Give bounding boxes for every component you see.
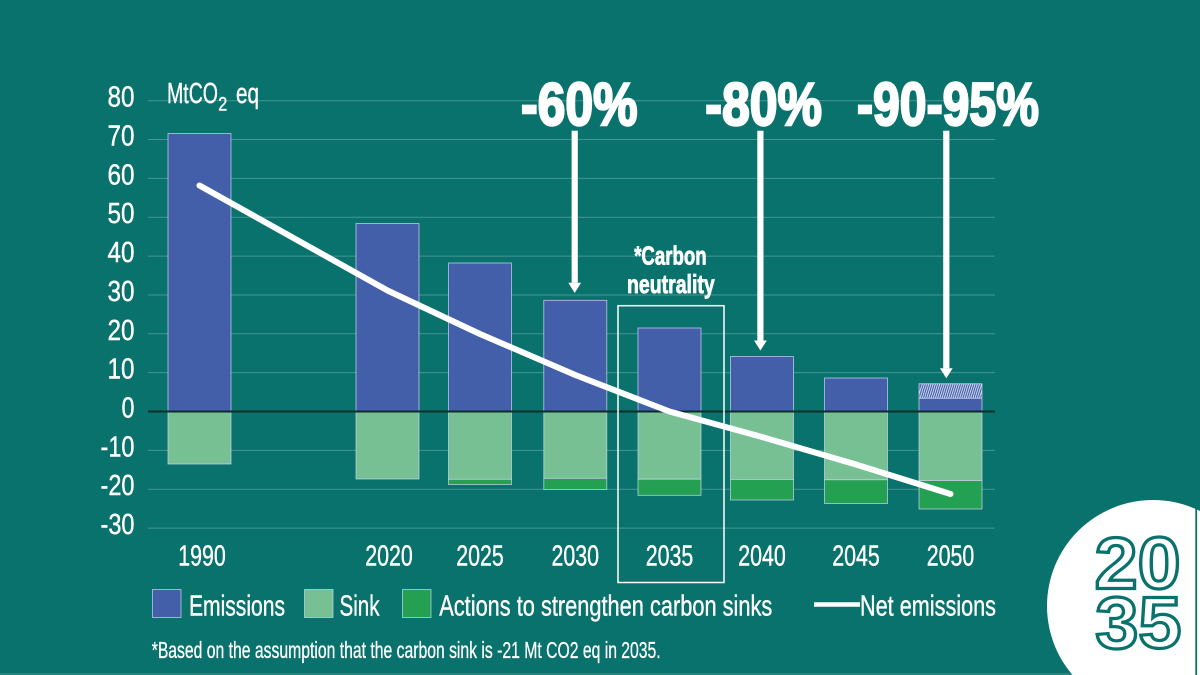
svg-text:70: 70 [108,121,135,153]
svg-text:30: 30 [108,276,135,308]
svg-text:20: 20 [1095,524,1181,605]
svg-text:0: 0 [122,393,135,425]
svg-text:2025: 2025 [456,540,504,572]
svg-text:35: 35 [1095,583,1181,664]
svg-text:neutrality: neutrality [627,269,715,299]
svg-text:*Based on the assumption that: *Based on the assumption that the carbon… [152,637,661,663]
svg-text:-90-95%: -90-95% [857,71,1039,138]
svg-text:eq: eq [236,78,259,110]
svg-text:2040: 2040 [738,540,786,572]
svg-text:Emissions: Emissions [189,590,285,622]
svg-text:2020: 2020 [365,540,413,572]
svg-text:2030: 2030 [552,540,600,572]
svg-text:Sink: Sink [340,590,380,622]
svg-text:60: 60 [108,159,135,191]
svg-text:Net emissions: Net emissions [860,590,996,622]
svg-text:2045: 2045 [832,540,880,572]
svg-text:-10: -10 [101,431,135,463]
svg-text:40: 40 [108,237,135,269]
svg-text:-80%: -80% [705,71,822,138]
svg-text:-30: -30 [101,509,135,541]
svg-text:-60%: -60% [521,71,638,138]
svg-text:50: 50 [108,198,135,230]
svg-text:2: 2 [218,94,227,115]
svg-text:*Carbon: *Carbon [634,240,706,270]
svg-text:2035: 2035 [646,540,694,572]
svg-text:Actions to strengthen carbon s: Actions to strengthen carbon sinks [439,590,772,622]
svg-text:10: 10 [108,354,135,386]
svg-text:1990: 1990 [178,540,226,572]
svg-text:2050: 2050 [927,540,975,572]
svg-text:-20: -20 [101,470,135,502]
svg-text:MtCO: MtCO [167,78,218,110]
svg-text:80: 80 [108,82,135,114]
svg-text:20: 20 [108,315,135,347]
